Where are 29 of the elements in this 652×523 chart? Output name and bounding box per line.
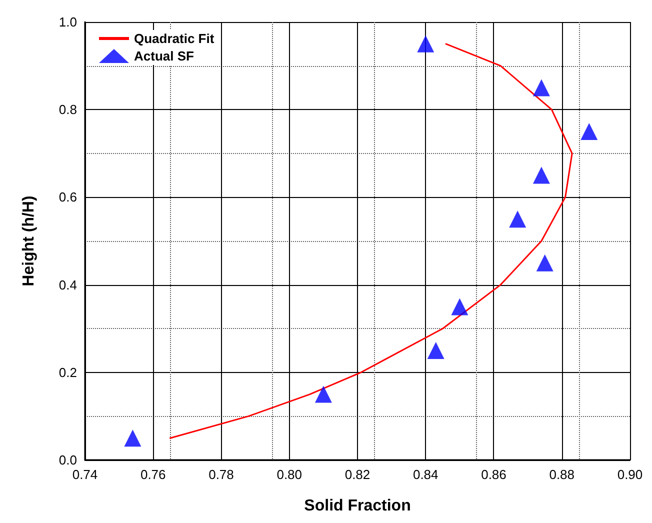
point <box>536 254 554 272</box>
y-tick-label: 0.8 <box>58 102 77 118</box>
y-tick-label: 0.6 <box>58 190 77 205</box>
y-tick-label: 0.4 <box>58 277 77 292</box>
x-tick-label: 0.88 <box>549 467 575 482</box>
x-tick-label: 0.74 <box>72 467 98 482</box>
point <box>532 79 550 96</box>
point <box>509 210 526 228</box>
x-tick-label: 0.90 <box>617 467 643 482</box>
x-tick-label: 0.84 <box>412 467 438 482</box>
point <box>451 298 468 316</box>
point <box>124 430 142 447</box>
legend-label: Quadratic Fit <box>134 31 215 46</box>
x-tick-label: 0.82 <box>344 467 370 482</box>
y-axis-title: Height (h/H) <box>20 196 38 286</box>
point <box>532 166 550 184</box>
legend-label: Actual SF <box>134 48 194 64</box>
y-tick-label: 1.0 <box>58 14 77 30</box>
x-tick-label: 0.78 <box>208 467 234 482</box>
x-tick-label: 0.86 <box>481 467 506 482</box>
x-tick-label: 0.80 <box>276 467 302 482</box>
y-tick-label: 0.0 <box>58 452 77 468</box>
point <box>427 342 444 359</box>
y-tick-label: 0.2 <box>58 364 77 380</box>
point <box>314 386 332 403</box>
x-tick-label: 0.76 <box>140 467 166 482</box>
point <box>417 35 434 52</box>
point <box>580 123 598 140</box>
x-axis-title: Solid Fraction <box>304 498 411 514</box>
